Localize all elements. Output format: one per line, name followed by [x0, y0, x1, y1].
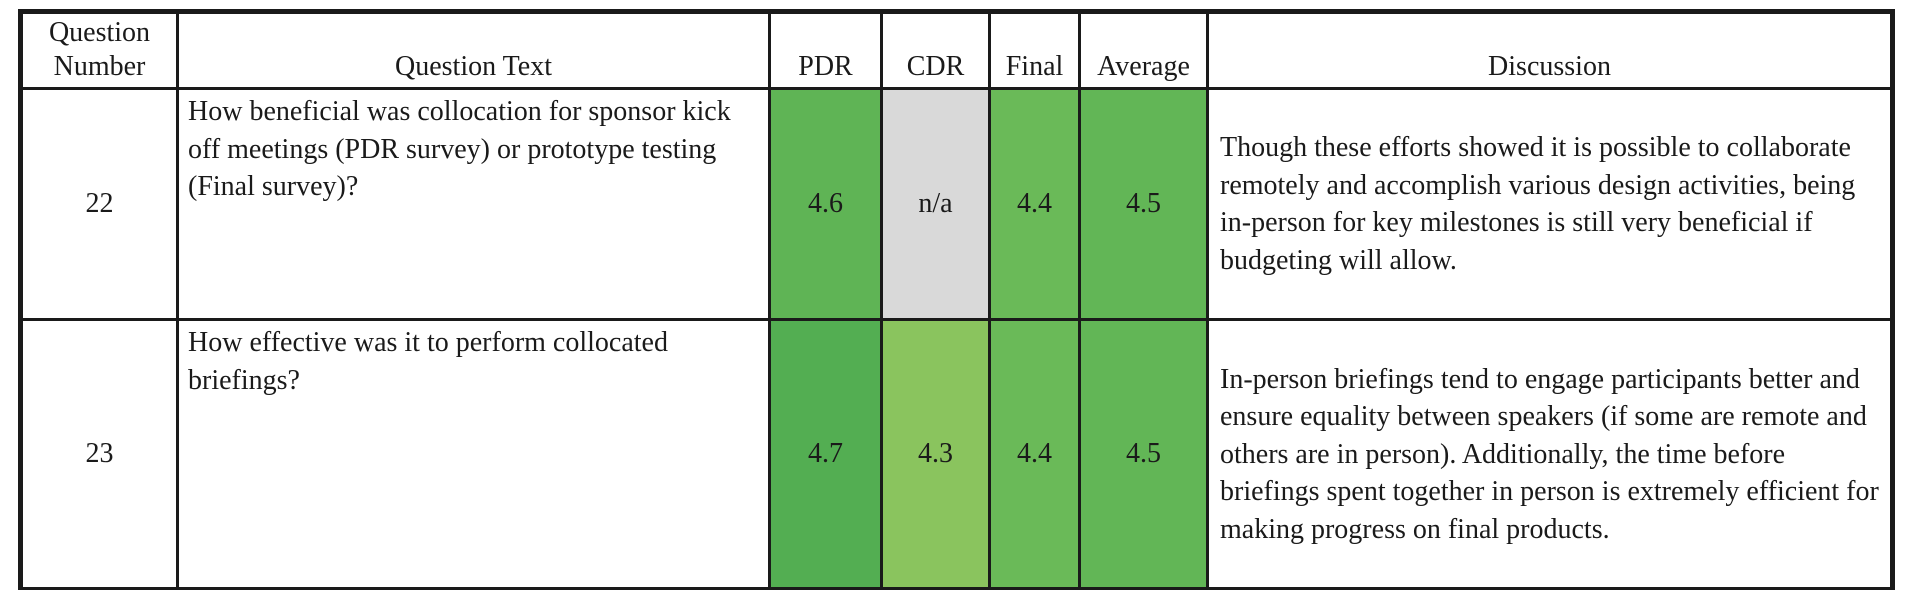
question-number-cell: 23 — [19, 318, 179, 590]
table-row-question-22: 22 How beneficial was collocation for sp… — [19, 87, 1894, 322]
score-cell-cdr: 4.3 — [880, 318, 991, 590]
question-text-cell: How beneficial was collocation for spons… — [176, 87, 771, 322]
header-question-number: Question Number — [19, 9, 179, 91]
header-pdr: PDR — [768, 9, 883, 91]
header-cdr: CDR — [880, 9, 991, 91]
score-cell-average: 4.5 — [1078, 87, 1209, 322]
table-row-question-23: 23 How effective was it to perform collo… — [19, 318, 1894, 590]
score-cell-average: 4.5 — [1078, 318, 1209, 590]
survey-results-table: Question Number Question Text PDR CDR Fi… — [18, 9, 1895, 590]
score-cell-pdr: 4.6 — [768, 87, 883, 322]
score-cell-final: 4.4 — [988, 87, 1081, 322]
score-cell-final: 4.4 — [988, 318, 1081, 590]
question-number-cell: 22 — [19, 87, 179, 322]
header-question-text: Question Text — [176, 9, 771, 91]
header-discussion: Discussion — [1206, 9, 1894, 91]
discussion-cell: Though these efforts showed it is possib… — [1206, 87, 1894, 322]
score-cell-pdr: 4.7 — [768, 318, 883, 590]
header-row: Question Number Question Text PDR CDR Fi… — [19, 9, 1894, 91]
score-cell-cdr: n/a — [880, 87, 991, 322]
header-final: Final — [988, 9, 1081, 91]
question-text-cell: How effective was it to perform collocat… — [176, 318, 771, 590]
discussion-cell: In-person briefings tend to engage parti… — [1206, 318, 1894, 590]
header-average: Average — [1078, 9, 1209, 91]
